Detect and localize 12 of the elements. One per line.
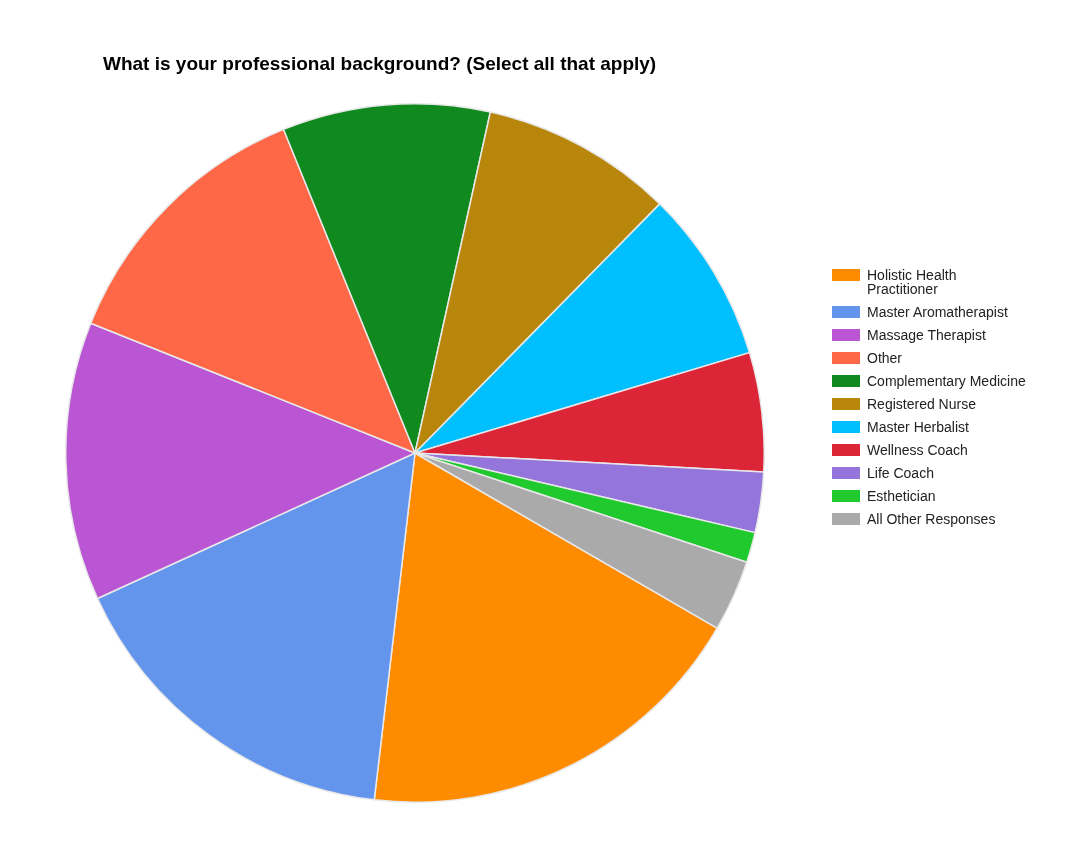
legend-label: Life Coach <box>867 465 934 481</box>
chart-title: What is your professional background? (Select all that apply) <box>103 53 657 75</box>
legend-label: Registered Nurse <box>867 396 976 412</box>
legend-label: Master Aromatherapist <box>867 304 1008 320</box>
legend-label: Wellness Coach <box>867 442 968 458</box>
legend-label: Other <box>867 350 903 366</box>
legend-label: Holistic Health Practitioner <box>867 267 958 297</box>
legend-label: Master Herbalist <box>867 419 969 435</box>
legend-label: All Other Responses <box>867 511 996 527</box>
legend-label: Complementary Medicine <box>867 373 1026 389</box>
legend-label: Massage Therapist <box>867 327 986 343</box>
legend-label: Esthetician <box>867 488 936 504</box>
